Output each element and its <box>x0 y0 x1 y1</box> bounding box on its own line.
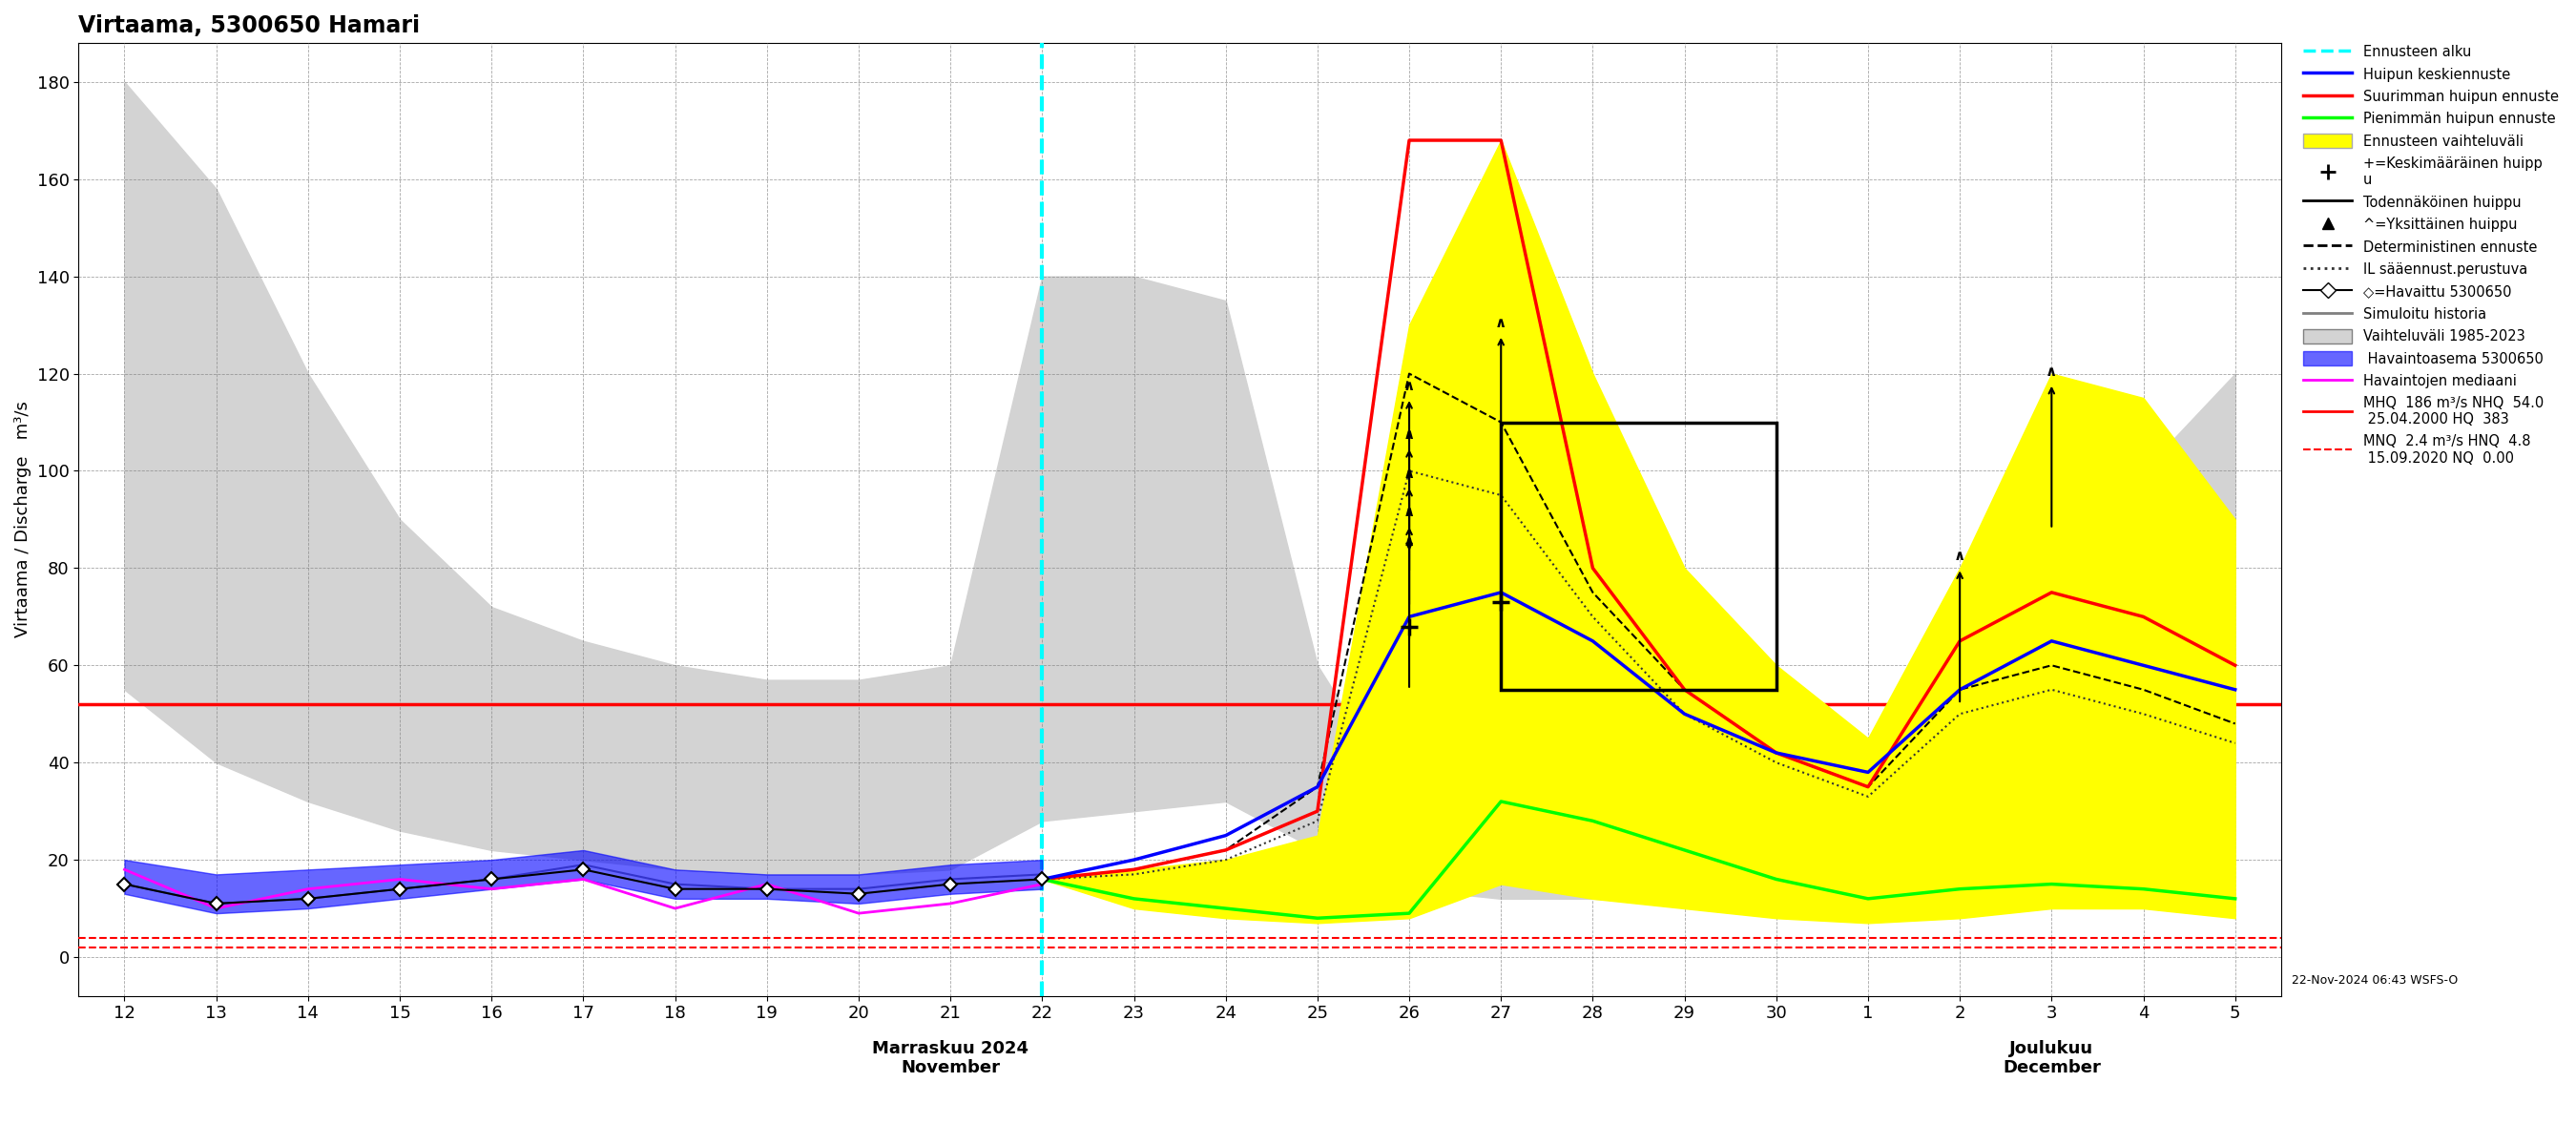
Y-axis label: Virtaama / Discharge   m³/s: Virtaama / Discharge m³/s <box>15 401 31 638</box>
Text: ∧: ∧ <box>1404 427 1414 442</box>
Bar <box>1502 423 1777 689</box>
Text: ∧: ∧ <box>1955 548 1965 563</box>
Text: ∧: ∧ <box>1404 379 1414 393</box>
Text: ∧: ∧ <box>1494 316 1507 330</box>
Text: ∧: ∧ <box>1404 535 1414 548</box>
Legend: Ennusteen alku, Huipun keskiennuste, Suurimman huipun ennuste, Pienimmän huipun : Ennusteen alku, Huipun keskiennuste, Suu… <box>2298 40 2563 469</box>
Text: Virtaama, 5300650 Hamari: Virtaama, 5300650 Hamari <box>80 14 420 37</box>
Text: 22-Nov-2024 06:43 WSFS-O: 22-Nov-2024 06:43 WSFS-O <box>2293 974 2458 986</box>
Text: Joulukuu
December: Joulukuu December <box>2002 1040 2099 1076</box>
Text: ∧: ∧ <box>1404 505 1414 520</box>
Text: ∧: ∧ <box>1404 466 1414 481</box>
Text: ∧: ∧ <box>2045 364 2058 379</box>
Text: Marraskuu 2024
November: Marraskuu 2024 November <box>873 1040 1028 1076</box>
